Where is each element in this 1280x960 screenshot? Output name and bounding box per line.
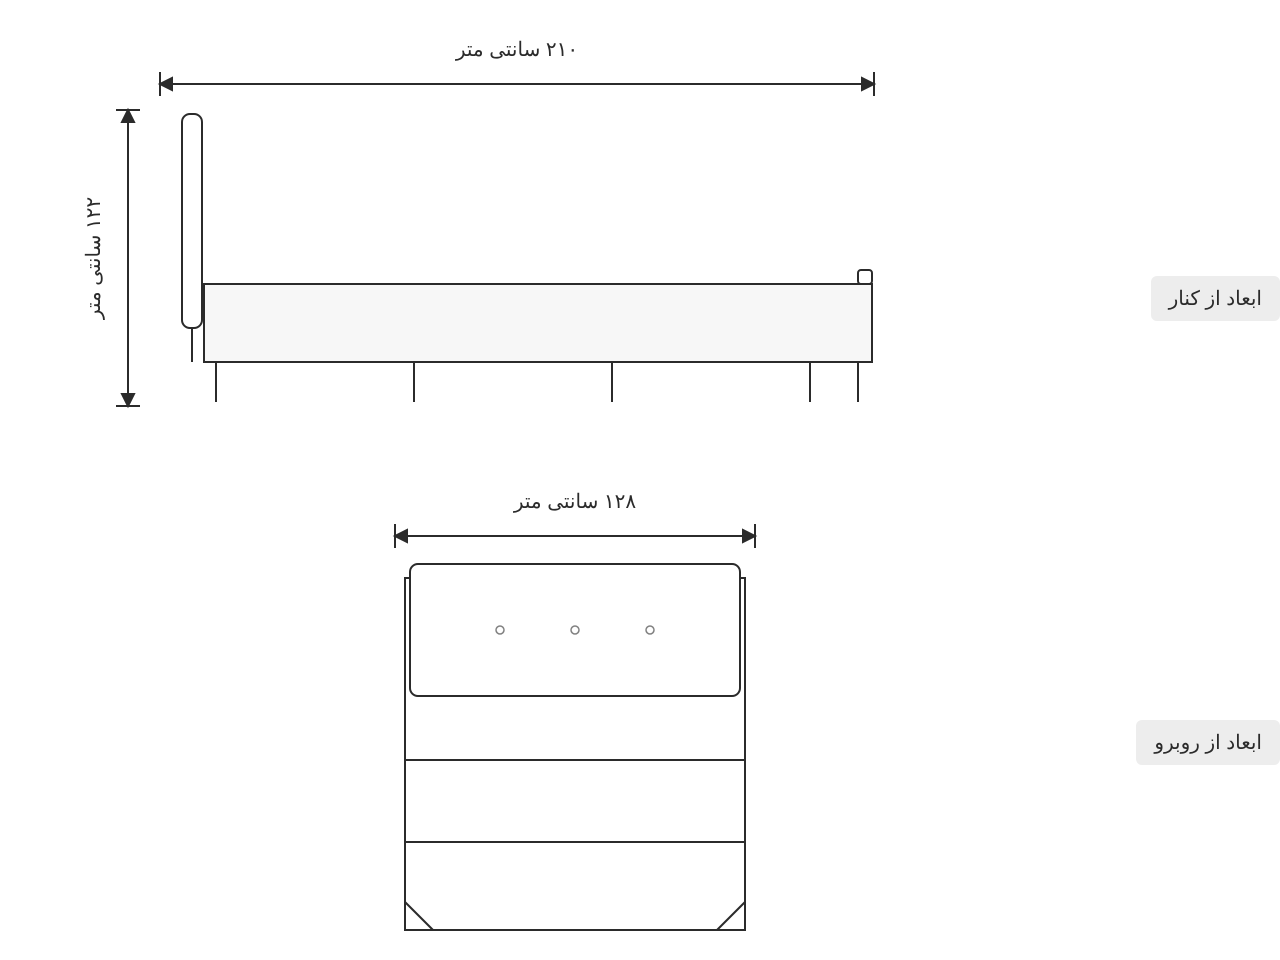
front-view-diagram: ۱۲۸ سانتی متر <box>0 0 1280 960</box>
side-section-label: ابعاد از کنار <box>1151 276 1280 321</box>
dim-width-label: ۱۲۸ سانتی متر <box>513 491 637 513</box>
dim-width <box>395 524 755 548</box>
front-section-label: ابعاد از روبرو <box>1136 720 1280 765</box>
headboard-front <box>410 564 740 696</box>
